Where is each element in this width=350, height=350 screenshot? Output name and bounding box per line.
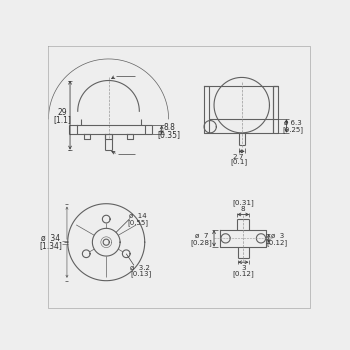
Text: [0.55]: [0.55] xyxy=(128,219,149,226)
Text: [1.1]: [1.1] xyxy=(54,115,71,124)
Text: ø  3.2: ø 3.2 xyxy=(130,265,150,271)
Text: [0.12]: [0.12] xyxy=(232,271,254,277)
Text: ø 6.3: ø 6.3 xyxy=(284,120,301,126)
Text: 3: 3 xyxy=(241,265,246,271)
Text: [0.28]: [0.28] xyxy=(191,239,212,246)
Text: [1.34]: [1.34] xyxy=(39,241,62,251)
Text: ø  14: ø 14 xyxy=(129,213,146,219)
Text: ø  3: ø 3 xyxy=(271,232,284,238)
Text: [0.1]: [0.1] xyxy=(230,159,247,166)
Text: ø  7: ø 7 xyxy=(195,232,209,238)
Text: [0.25]: [0.25] xyxy=(282,126,303,133)
Text: [0.12]: [0.12] xyxy=(267,239,288,246)
Text: [0.35]: [0.35] xyxy=(158,130,181,139)
Text: 8.8: 8.8 xyxy=(163,123,175,132)
Text: 29: 29 xyxy=(57,108,67,117)
Text: 8: 8 xyxy=(241,206,246,212)
Text: ø  34: ø 34 xyxy=(41,234,60,243)
Text: [0.31]: [0.31] xyxy=(232,199,254,206)
Text: 2.7: 2.7 xyxy=(233,154,244,160)
Text: [0.13]: [0.13] xyxy=(130,271,152,277)
